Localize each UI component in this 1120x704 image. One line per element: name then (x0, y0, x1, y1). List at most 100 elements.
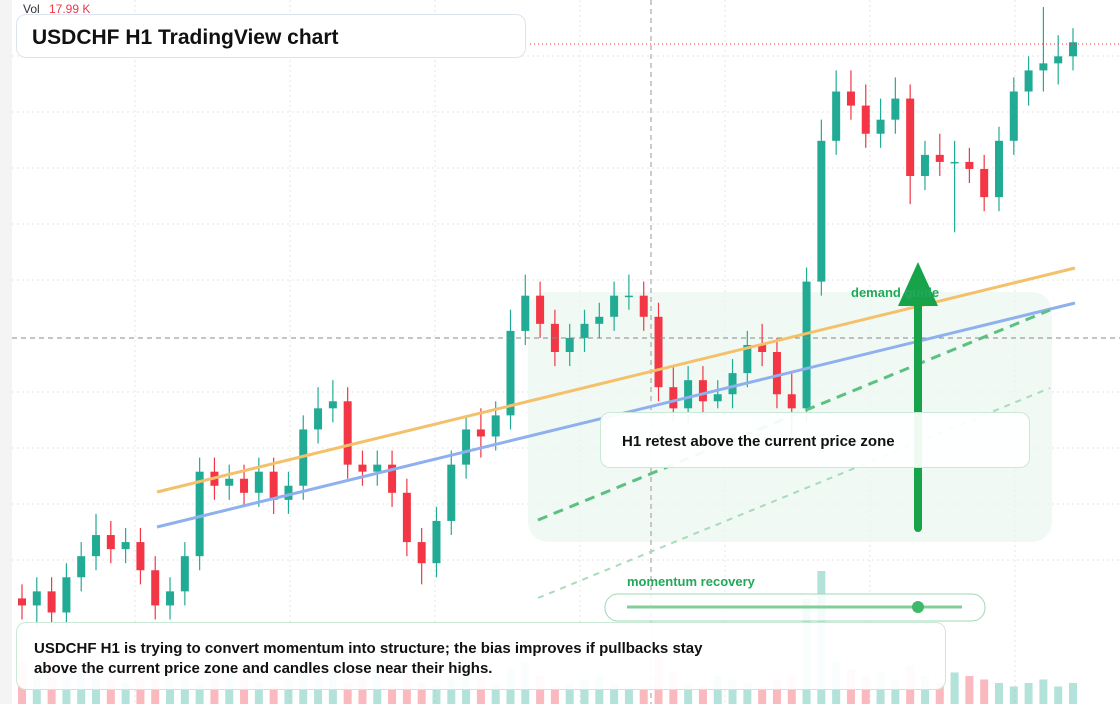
volume-bar (136, 676, 145, 704)
volume-bar (565, 683, 574, 704)
candle-body (1069, 42, 1077, 57)
volume-bar (121, 683, 130, 704)
volume-bar (1054, 686, 1063, 704)
volume-bar (787, 676, 796, 704)
candle-body (846, 91, 855, 106)
left-edge (0, 0, 12, 704)
volume-bar (728, 679, 737, 704)
volume-bar (106, 679, 115, 704)
candle-body (787, 394, 796, 409)
volume-bar (180, 679, 189, 704)
retest-note: H1 retest above the current price zone (600, 412, 1030, 468)
volume-bar (891, 679, 900, 704)
volume-bar (447, 679, 456, 704)
candle-body (1039, 63, 1048, 71)
candle-body (506, 330, 515, 416)
candle-body (136, 542, 145, 571)
volume-bar (698, 686, 707, 704)
chart-title: USDCHF H1 TradingView chart (16, 14, 526, 58)
candle-body (388, 464, 397, 493)
volume-bar (965, 676, 974, 704)
volume-bar (1069, 683, 1077, 704)
candle-body (994, 140, 1003, 198)
candle-body (758, 344, 767, 352)
candle-body (536, 295, 545, 324)
candle-body (610, 295, 619, 317)
volume-label: Vol (23, 2, 40, 16)
candle-body (284, 485, 293, 500)
volume-bar (743, 683, 752, 704)
zone-label: demand guide (851, 285, 939, 300)
candle-body (328, 401, 337, 409)
candle-body (935, 154, 944, 162)
volume-bar (624, 686, 633, 704)
volume-bar (758, 686, 767, 704)
volume-bar (343, 683, 352, 704)
candle-body (980, 168, 989, 198)
volume-bar (254, 683, 263, 704)
volume-bar (1024, 683, 1033, 704)
candle-body (906, 98, 915, 176)
candle-body (151, 570, 160, 606)
candle-body (580, 323, 589, 338)
candle-body (565, 337, 574, 352)
volume-bar (920, 676, 929, 704)
candle-body (254, 471, 263, 493)
volume-bar (1039, 679, 1048, 704)
candle-body (698, 380, 707, 402)
candle-body (950, 161, 959, 164)
summary-text: USDCHF H1 is trying to convert momentum … (34, 640, 703, 677)
volume-bar (610, 683, 619, 704)
candle-body (47, 591, 56, 613)
candle-body (772, 352, 781, 395)
candle-body (92, 535, 101, 557)
volume-bar (994, 683, 1003, 704)
candle-body (639, 295, 648, 317)
candles (18, 7, 1077, 627)
volume-bar (639, 690, 648, 704)
candle-body (832, 91, 841, 141)
volume-bar (269, 686, 278, 704)
candle-body (491, 415, 500, 437)
candle-body (166, 591, 175, 606)
candle-body (62, 577, 71, 613)
volume-bar (314, 676, 323, 704)
candle-body (891, 98, 900, 120)
volume-bar (861, 676, 870, 704)
volume-value: 17.99 K (49, 2, 90, 16)
volume-bar (32, 676, 41, 704)
volume-bar (684, 683, 693, 704)
candle-body (920, 154, 929, 176)
volume-bar (772, 679, 781, 704)
candle-body (195, 471, 204, 557)
candle-body (802, 281, 811, 409)
arrow-head (898, 262, 938, 306)
candle-body (417, 542, 426, 564)
candle-body (402, 492, 411, 543)
candle-body (180, 556, 189, 592)
candle-body (595, 316, 604, 324)
volume-bar (284, 679, 293, 704)
candle-body (521, 295, 530, 331)
candle-body (876, 119, 885, 134)
candle-body (861, 105, 870, 134)
candle-body (1024, 70, 1033, 92)
candle-body (713, 394, 722, 402)
volume-bar (950, 672, 959, 704)
candle-body (669, 387, 678, 409)
candle-body (106, 535, 115, 550)
volume-bar (432, 686, 441, 704)
candle-body (240, 478, 249, 493)
candle-body (684, 380, 693, 409)
candle-body (121, 542, 130, 550)
volume-bar (550, 686, 559, 704)
volume-bar (935, 683, 944, 704)
candle-body (624, 295, 633, 298)
volume-bar (980, 679, 989, 704)
candle-body (728, 373, 737, 395)
candle-body (1054, 56, 1063, 64)
volume-bar (491, 683, 500, 704)
volume-bar (417, 683, 426, 704)
